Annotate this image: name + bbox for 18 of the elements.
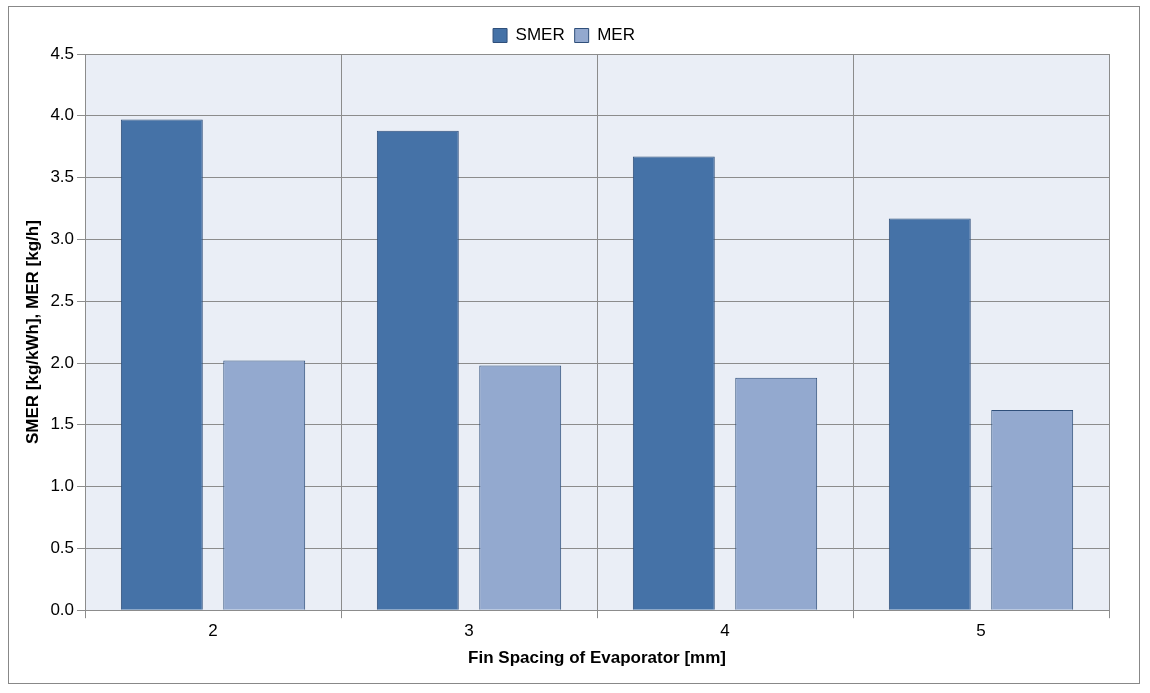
y-tick-label: 0.0: [50, 599, 75, 619]
x-tick-label: 4: [720, 621, 730, 641]
y-tick-label: 0.5: [50, 538, 75, 558]
y-tick-label: 3.0: [50, 229, 75, 249]
legend-label: MER: [597, 25, 635, 45]
x-tick-label: 5: [976, 621, 986, 641]
y-tick-label: 2.0: [50, 352, 75, 372]
x-tick-label: 2: [208, 621, 218, 641]
y-tick-label: 1.5: [50, 414, 75, 434]
legend-label: SMER: [515, 25, 565, 45]
y-axis-title: SMER [kg/kWh], MER [kg/h]: [22, 220, 42, 445]
y-tick-label: 2.5: [50, 290, 75, 310]
y-tick-label: 4.5: [50, 43, 75, 63]
x-axis-title: Fin Spacing of Evaporator [mm]: [468, 648, 726, 668]
x-tick-label: 3: [464, 621, 474, 641]
y-tick-label: 4.0: [50, 105, 75, 125]
y-tick-label: 1.0: [50, 476, 75, 496]
y-tick-label: 3.5: [50, 167, 75, 187]
